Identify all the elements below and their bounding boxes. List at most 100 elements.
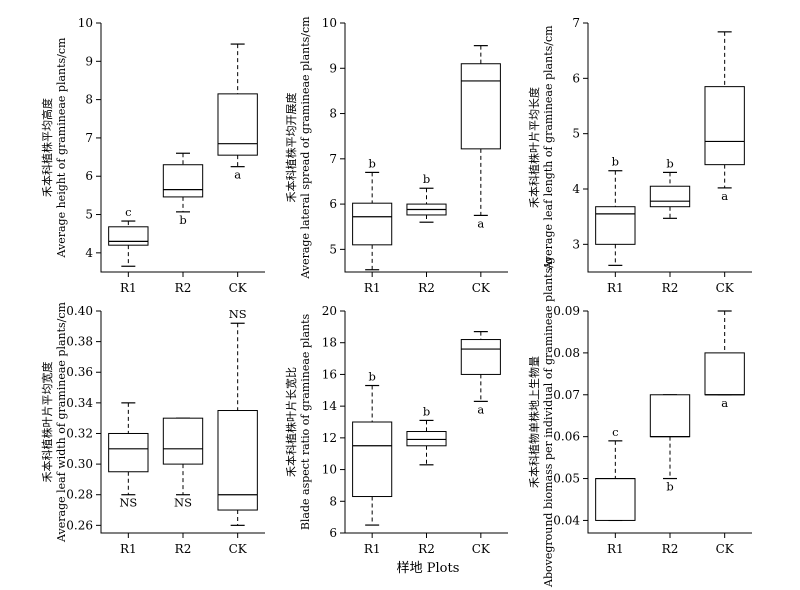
y-tick-label: 0.38 [66, 335, 93, 349]
x-tick-label: R1 [607, 281, 624, 295]
y-tick-label: 0.40 [66, 304, 93, 318]
iqr-box [217, 93, 258, 156]
y-tick-label: 14 [322, 399, 338, 413]
y-tick-label: 18 [322, 336, 337, 350]
y-tick-label: 0.07 [553, 388, 580, 402]
y-tick-label: 0.09 [553, 304, 580, 318]
y-axis-title-cn: 禾本科植株平均高度 [40, 98, 54, 197]
iqr-box [162, 164, 204, 198]
y-tick-label: 7 [85, 131, 93, 145]
iqr-box [217, 410, 258, 511]
y-tick-label: 20 [322, 304, 337, 318]
x-tick-label: CK [716, 542, 735, 556]
significance-label: b [666, 156, 673, 170]
axis-lines [344, 23, 508, 273]
y-tick-label: 0.36 [66, 365, 93, 379]
y-axis-title-cn: 禾本科植株叶片平均宽度 [40, 362, 54, 483]
y-tick-label: 0.08 [553, 346, 580, 360]
x-tick-label: R1 [607, 542, 624, 556]
y-tick-label: 5 [572, 127, 580, 141]
iqr-box [704, 352, 745, 396]
y-tick-label: 10 [322, 16, 337, 30]
x-tick-label: R2 [418, 281, 435, 295]
chart-panel-1: 4 5 6 7 8 9 10 R1 R2 CK c b a 禾本科植株平均高度 Average height… [40, 16, 265, 295]
iqr-box [460, 339, 501, 375]
x-tick-label: R2 [175, 281, 192, 295]
significance-label: c [612, 425, 618, 439]
significance-label: a [477, 402, 484, 416]
y-tick-label: 5 [85, 208, 93, 222]
significance-label: NS [229, 307, 247, 321]
y-tick-label: 8 [85, 93, 93, 107]
y-tick-label: 0.26 [66, 518, 93, 532]
iqr-box [108, 226, 149, 246]
y-tick-label: 9 [329, 61, 337, 75]
y-tick-label: 0.28 [66, 488, 93, 502]
significance-label: a [234, 168, 241, 182]
y-tick-label: 0.34 [66, 396, 93, 410]
significance-label: a [477, 216, 484, 230]
x-tick-label: CK [472, 281, 491, 295]
significance-label: b [368, 156, 375, 170]
significance-label: NS [174, 496, 192, 510]
y-axis-title-en: Average leaf length of gramineae plants/… [542, 25, 555, 271]
y-tick-label: 0.05 [553, 472, 580, 486]
y-axis-title-cn: 禾本科植株叶片平均长度 [527, 87, 541, 208]
x-tick-label: R1 [120, 542, 137, 556]
iqr-box [595, 478, 636, 521]
y-axis-title-en: Aboveground biomass per individual of gr… [542, 257, 555, 588]
axis-lines [587, 311, 752, 534]
x-tick-label: CK [716, 281, 735, 295]
y-tick-label: 8 [329, 107, 337, 121]
chart-panel-4: 0.26 0.28 0.30 0.32 0.34 0.36 0.38 0.40 R1 R2 CK NS… [40, 301, 265, 556]
iqr-box [649, 185, 691, 208]
significance-label: b [423, 404, 430, 418]
axis-lines [587, 23, 752, 273]
iqr-box [649, 394, 691, 438]
x-tick-label: R2 [662, 542, 679, 556]
significance-label: b [423, 172, 430, 186]
x-tick-label: R2 [175, 542, 192, 556]
y-axis-title-cn: 禾本科植株平均开展度 [284, 93, 298, 203]
axis-lines [100, 23, 265, 273]
significance-label: b [368, 370, 375, 384]
y-tick-label: 5 [329, 242, 337, 256]
y-axis-title-en: Average lateral spread of gramineae plan… [299, 16, 312, 280]
panels-group: 4 5 6 7 8 9 10 R1 R2 CK c b a 禾本科植株平均高度 Average height… [40, 16, 752, 588]
iqr-box [352, 421, 393, 498]
iqr-box [108, 432, 149, 473]
x-tick-label: R1 [364, 281, 381, 295]
y-axis-title-en: Average height of gramineae plants/cm [55, 37, 68, 259]
y-tick-label: 4 [572, 182, 580, 196]
x-tick-label: R1 [364, 542, 381, 556]
significance-label: NS [119, 496, 137, 510]
y-axis-title-en: Blade aspect ratio of gramineae plants [299, 313, 312, 530]
chart-panel-2: 5 6 7 8 9 10 R1 R2 CK b b a 禾本科植株平均开展度 Average latera… [284, 16, 508, 295]
chart-panel-6: 0.04 0.05 0.06 0.07 0.08 0.09 R1 R2 CK c b a 禾本科植物单株… [527, 257, 752, 588]
y-tick-label: 0.06 [553, 430, 580, 444]
y-tick-label: 10 [322, 463, 337, 477]
y-axis-title-cn: 禾本科植株叶片长宽比 [284, 367, 298, 477]
x-tick-label: R1 [120, 281, 137, 295]
significance-label: a [721, 189, 728, 203]
y-tick-label: 0.32 [66, 426, 93, 440]
y-tick-label: 16 [322, 367, 337, 381]
y-axis-title-en: Average leaf width of gramineae plants/c… [55, 301, 68, 543]
y-tick-label: 10 [78, 16, 93, 30]
iqr-box [406, 431, 447, 447]
iqr-box [460, 63, 501, 150]
y-tick-label: 0.04 [553, 513, 580, 527]
significance-label: b [179, 213, 186, 227]
x-tick-label: CK [472, 542, 491, 556]
chart-panel-5: 6 8 10 12 14 16 18 20 R1 R2 CK b b a 禾本科植株叶片长宽比 Blade a… [284, 304, 508, 556]
y-tick-label: 4 [85, 246, 93, 260]
y-tick-label: 9 [85, 54, 93, 68]
y-tick-label: 7 [329, 152, 337, 166]
x-tick-label: CK [229, 281, 248, 295]
y-tick-label: 8 [329, 494, 337, 508]
y-tick-label: 6 [572, 71, 580, 85]
y-tick-label: 6 [329, 526, 337, 540]
y-tick-label: 12 [322, 431, 337, 445]
significance-label: a [721, 396, 728, 410]
